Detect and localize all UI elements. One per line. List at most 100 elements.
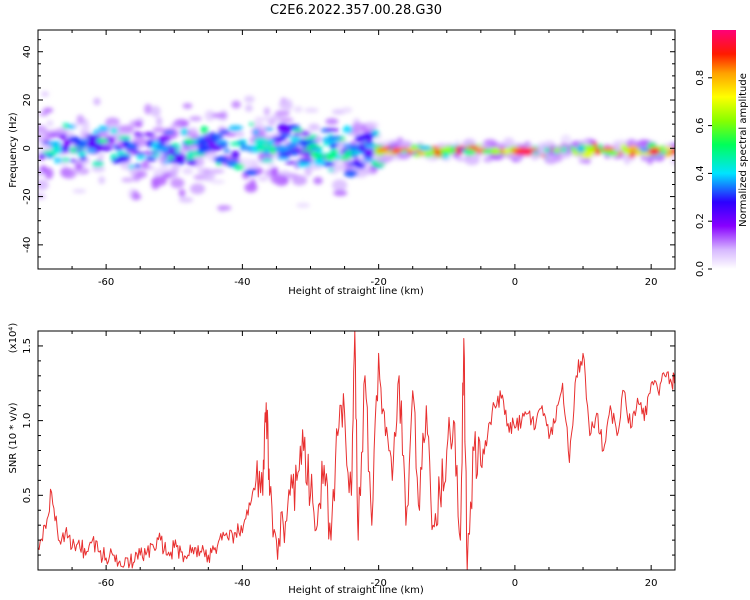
colorbar-tick-label: 0.6 <box>695 118 706 134</box>
heatmap-blob <box>291 175 308 186</box>
heatmap-blob <box>38 153 46 160</box>
spectrogram-x-axis: -60 -40 -20 0 20 <box>37 30 658 288</box>
colorbar-tick-label: 0.2 <box>695 213 706 229</box>
heatmap-blob <box>170 122 182 128</box>
heatmap-blob <box>483 157 493 163</box>
heatmap-blob <box>79 156 87 161</box>
heatmap-blob <box>167 158 183 164</box>
heatmap-layer <box>38 91 675 213</box>
heatmap-blob <box>333 189 348 197</box>
spectrogram-frame <box>37 29 676 270</box>
heatmap-blob <box>277 123 289 130</box>
heatmap-blob <box>41 91 49 97</box>
heatmap-blob <box>95 138 109 144</box>
spectrogram-y-label: Frequency (Hz) <box>8 112 19 188</box>
spectrogram-y-tick-label: -20 <box>22 188 33 204</box>
colorbar: 0.0 0.2 0.4 0.6 0.8 Normalized spectral ampl… <box>695 30 749 277</box>
spectrogram-x-tick-label: -60 <box>98 277 114 288</box>
heatmap-blob <box>93 97 101 106</box>
heatmap-blob <box>293 106 303 113</box>
heatmap-blob <box>649 147 660 156</box>
heatmap-blob <box>81 122 90 133</box>
heatmap-blob <box>278 117 294 123</box>
heatmap-blob <box>200 126 209 134</box>
heatmap-blob <box>354 162 366 169</box>
spectrogram-panel: -60 -40 -20 0 20 -40 -20 0 20 40 Height of strai… <box>8 29 676 297</box>
heatmap-blob <box>46 120 54 127</box>
heatmap-blob <box>39 111 49 117</box>
heatmap-blob <box>178 197 194 203</box>
heatmap-blob <box>152 127 166 133</box>
heatmap-blob <box>231 100 242 109</box>
heatmap-blob <box>292 128 304 133</box>
spectrogram-y-tick-label: 40 <box>22 45 33 58</box>
heatmap-blob <box>213 140 229 145</box>
heatmap-blob <box>354 169 368 178</box>
heatmap-blob <box>145 156 154 160</box>
heatmap-blob <box>584 156 591 165</box>
heatmap-blob <box>270 174 283 184</box>
heatmap-blob <box>182 103 193 109</box>
heatmap-blob <box>211 113 228 118</box>
heatmap-blob <box>561 146 567 154</box>
heatmap-blob <box>98 153 105 159</box>
heatmap-blob <box>601 146 616 151</box>
heatmap-blob <box>229 141 242 146</box>
snr-y-tick-label: 0.5 <box>22 487 33 503</box>
snr-y-axis: 0.5 1.0 1.5 <box>22 330 675 571</box>
heatmap-blob <box>110 127 118 134</box>
colorbar-tick-label: 0.0 <box>695 261 706 277</box>
heatmap-blob <box>182 167 194 175</box>
heatmap-blob <box>304 107 319 113</box>
figure-title: C2E6.2022.357.00.28.G30 <box>270 3 442 18</box>
heatmap-blob <box>228 125 243 132</box>
heatmap-blob <box>38 132 47 140</box>
heatmap-blob <box>259 116 275 122</box>
heatmap-blob <box>122 140 130 148</box>
heatmap-blob <box>204 110 216 122</box>
heatmap-blob <box>117 135 131 141</box>
spectrogram-x-tick-label: -20 <box>370 277 386 288</box>
heatmap-blob <box>126 148 140 152</box>
heatmap-blob <box>244 95 255 103</box>
heatmap-blob <box>230 150 240 159</box>
snr-x-tick-label: -40 <box>234 578 250 589</box>
spectrogram-y-tick-label: -40 <box>22 237 33 253</box>
heatmap-blob <box>375 149 388 153</box>
heatmap-blob <box>596 144 604 150</box>
snr-series-line <box>38 331 675 570</box>
heatmap-blob <box>98 176 106 185</box>
heatmap-blob <box>133 163 142 169</box>
heatmap-blob <box>61 157 70 163</box>
heatmap-blob <box>181 128 188 136</box>
heatmap-blob <box>77 150 87 157</box>
heatmap-blob <box>331 179 348 192</box>
heatmap-blob <box>91 160 104 168</box>
heatmap-blob <box>168 150 177 156</box>
heatmap-blob <box>410 144 417 150</box>
snr-y-scale-label: (x10⁴) <box>8 323 19 354</box>
heatmap-blob <box>249 122 255 127</box>
heatmap-blob <box>296 202 311 208</box>
heatmap-blob <box>136 154 146 161</box>
heatmap-blob <box>277 151 291 157</box>
spectrogram-y-tick-label: 20 <box>22 94 33 107</box>
snr-y-tick-label: 1.0 <box>22 413 33 429</box>
heatmap-blob <box>76 114 85 125</box>
heatmap-blob <box>38 179 49 191</box>
heatmap-blob <box>244 169 258 176</box>
heatmap-blob <box>455 150 464 155</box>
heatmap-blob <box>328 135 343 140</box>
heatmap-blob <box>623 149 632 155</box>
heatmap-blob <box>255 144 268 152</box>
heatmap-blob <box>365 121 379 129</box>
heatmap-blob <box>274 145 290 153</box>
heatmap-blob <box>178 188 186 198</box>
heatmap-blob <box>68 159 78 163</box>
heatmap-blob <box>543 148 551 153</box>
heatmap-blob <box>372 130 379 135</box>
heatmap-blob <box>253 129 260 136</box>
heatmap-blob <box>330 142 336 150</box>
heatmap-blob <box>313 176 323 185</box>
